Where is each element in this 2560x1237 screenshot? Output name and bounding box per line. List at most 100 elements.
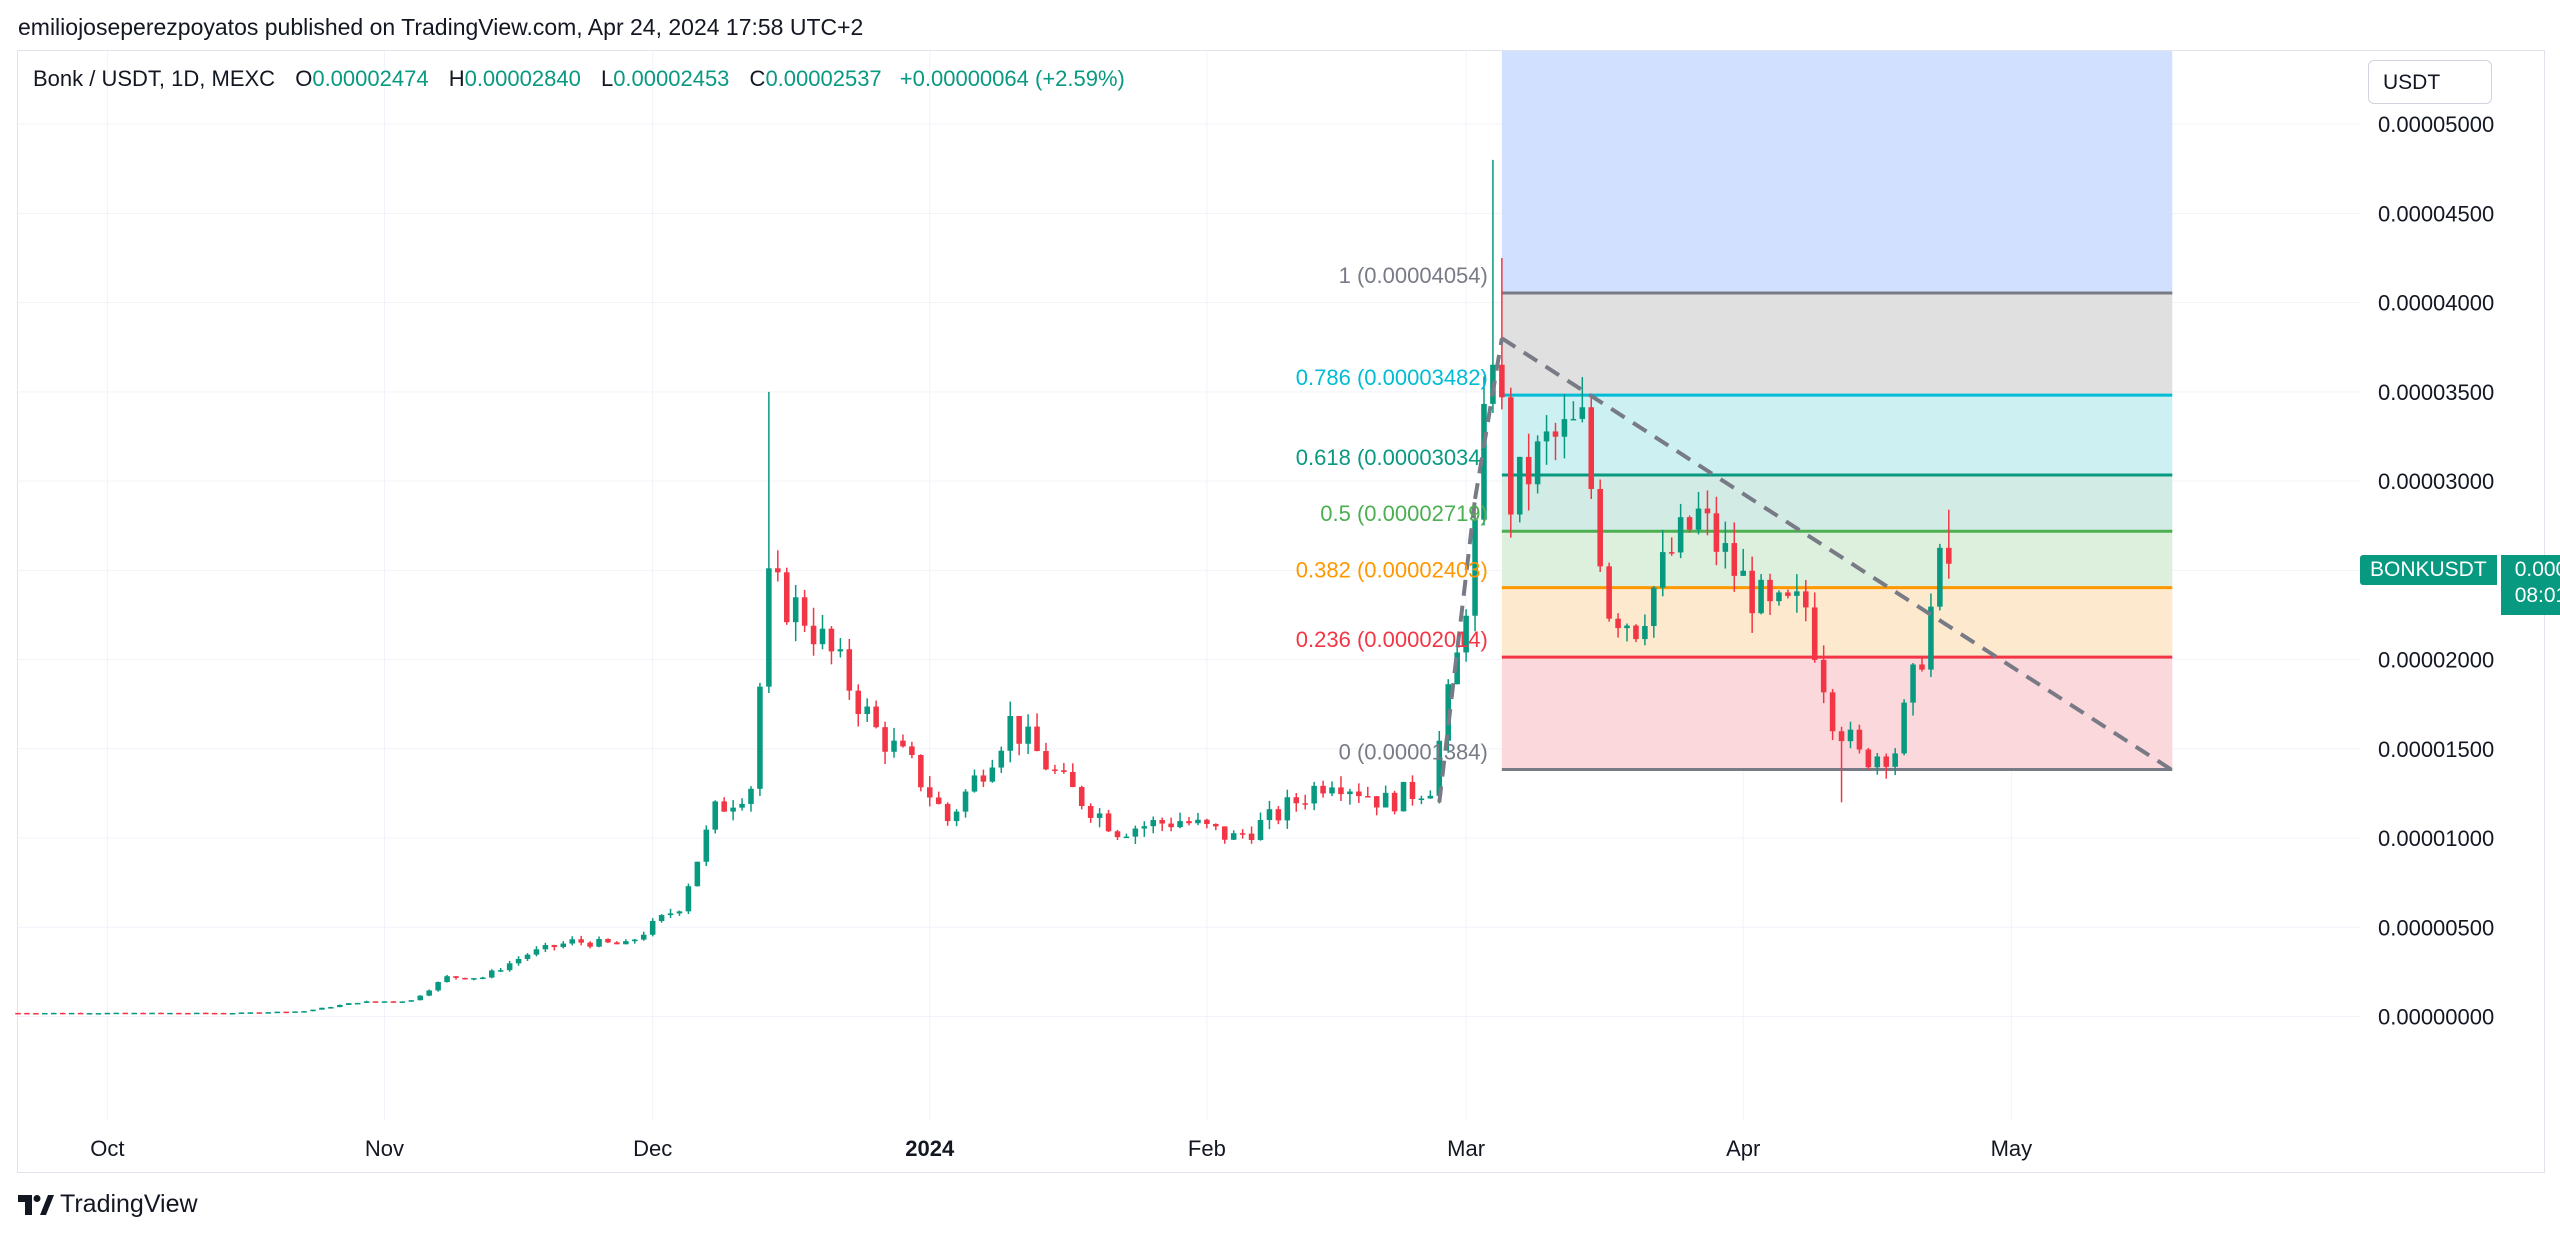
candle-body: [1785, 592, 1791, 596]
candle-body: [676, 911, 683, 914]
candle-body: [1168, 823, 1174, 828]
candle-body: [185, 1012, 191, 1015]
price-tick-label: 0.00004500: [2378, 201, 2494, 226]
candle-body: [1230, 833, 1237, 840]
candle-body: [1418, 798, 1425, 800]
candle-body: [319, 1007, 325, 1010]
candle-body: [113, 1012, 120, 1015]
currency-selector[interactable]: USDT: [2368, 60, 2492, 104]
candle-body: [1758, 579, 1764, 614]
candle-body: [408, 1000, 415, 1002]
trend-lines: [1437, 336, 2174, 803]
candle-body: [265, 1012, 272, 1014]
candle-body: [1132, 828, 1139, 837]
candle-body: [971, 775, 978, 792]
fib-level-label: 1 (0.00004054): [1339, 263, 1488, 288]
candle-body: [372, 1001, 379, 1003]
last-price-value: 0.00002537: [2514, 558, 2560, 581]
candle-body: [614, 942, 620, 945]
candle-body: [1043, 751, 1049, 770]
candle-body: [1052, 769, 1058, 771]
candle-body: [944, 803, 951, 822]
candle-body: [1749, 570, 1755, 614]
candle-body: [873, 706, 879, 728]
candle-body: [194, 1012, 200, 1015]
legend-symbol[interactable]: Bonk / USDT, 1D, MEXC: [33, 66, 276, 91]
last-price-box: 0.00002537 08:01:06: [2500, 555, 2560, 615]
candle-body: [1078, 787, 1085, 806]
candle-body: [640, 934, 647, 940]
candle-body: [1677, 517, 1684, 553]
candle-body: [1436, 740, 1443, 796]
time-tick-label: Mar: [1447, 1136, 1485, 1161]
open-value: 0.00002474: [312, 66, 429, 91]
candle-body: [918, 754, 924, 788]
candle-body: [605, 939, 611, 943]
trend-line: [1500, 336, 2174, 772]
fib-zone: [1501, 587, 2173, 658]
candle-body: [220, 1012, 227, 1015]
candle-body: [1061, 770, 1067, 772]
candle-body: [1668, 552, 1675, 554]
candle-body: [497, 970, 504, 972]
candle-body: [1633, 625, 1639, 640]
candle-body: [515, 958, 522, 964]
time-axis: Oct Nov Dec 2024 Feb Mar Apr May: [90, 1136, 2032, 1161]
candle-body: [1534, 441, 1541, 485]
candle-body: [998, 750, 1005, 768]
candle-body: [453, 976, 459, 978]
candle-body: [435, 982, 441, 991]
candle-body: [337, 1004, 343, 1008]
candle-body: [354, 1002, 361, 1005]
candle-body: [247, 1012, 254, 1014]
candle-body: [506, 963, 513, 971]
candle-body: [703, 829, 710, 862]
candle-body: [1865, 749, 1872, 768]
candle-body: [1177, 821, 1183, 828]
candle-body: [167, 1012, 173, 1015]
price-tick-label: 0.00001000: [2378, 826, 2494, 851]
candle-body: [24, 1012, 30, 1015]
candle-body: [301, 1011, 307, 1013]
candle-body: [104, 1012, 111, 1015]
candle-body: [1347, 791, 1353, 795]
candle-body: [819, 628, 826, 645]
candle-body: [891, 740, 897, 752]
candle-body: [1409, 781, 1416, 800]
candle-body: [524, 954, 531, 959]
candle-body: [1552, 431, 1559, 437]
candle-body: [694, 861, 701, 887]
candle-body: [1338, 787, 1344, 795]
candle-body: [1776, 592, 1782, 602]
candle-body: [1311, 785, 1317, 804]
fib-level-label: 0.382 (0.00002403): [1296, 558, 1488, 583]
candle-body: [1356, 791, 1362, 797]
candle-body: [1257, 820, 1264, 840]
candle-body: [1659, 552, 1666, 588]
candle-body: [1400, 781, 1407, 812]
candle-body: [1615, 618, 1621, 629]
candle-body: [1874, 756, 1881, 768]
candle-body: [1525, 456, 1532, 485]
candle-body: [1606, 566, 1612, 619]
candle-body: [837, 649, 844, 652]
high-value: 0.00002840: [464, 66, 581, 91]
candle-body: [444, 976, 450, 983]
low-label: L: [600, 66, 614, 91]
candle-body: [1248, 833, 1255, 840]
fib-level-label: 0.5 (0.00002719): [1320, 501, 1488, 526]
candle-body: [1820, 659, 1827, 693]
candle-body: [739, 803, 745, 808]
tradingview-brand[interactable]: TradingView: [18, 1190, 198, 1219]
candle-body: [1186, 821, 1192, 824]
candle-body: [569, 939, 575, 944]
candle-body: [292, 1011, 298, 1013]
candle-body: [712, 801, 719, 830]
candle-body: [488, 970, 495, 978]
candle-body: [1123, 836, 1130, 839]
price-tick-label: 0.00003000: [2378, 469, 2494, 494]
time-tick-label: Feb: [1188, 1136, 1226, 1161]
candle-body: [685, 886, 692, 912]
candle-body: [15, 1012, 21, 1015]
